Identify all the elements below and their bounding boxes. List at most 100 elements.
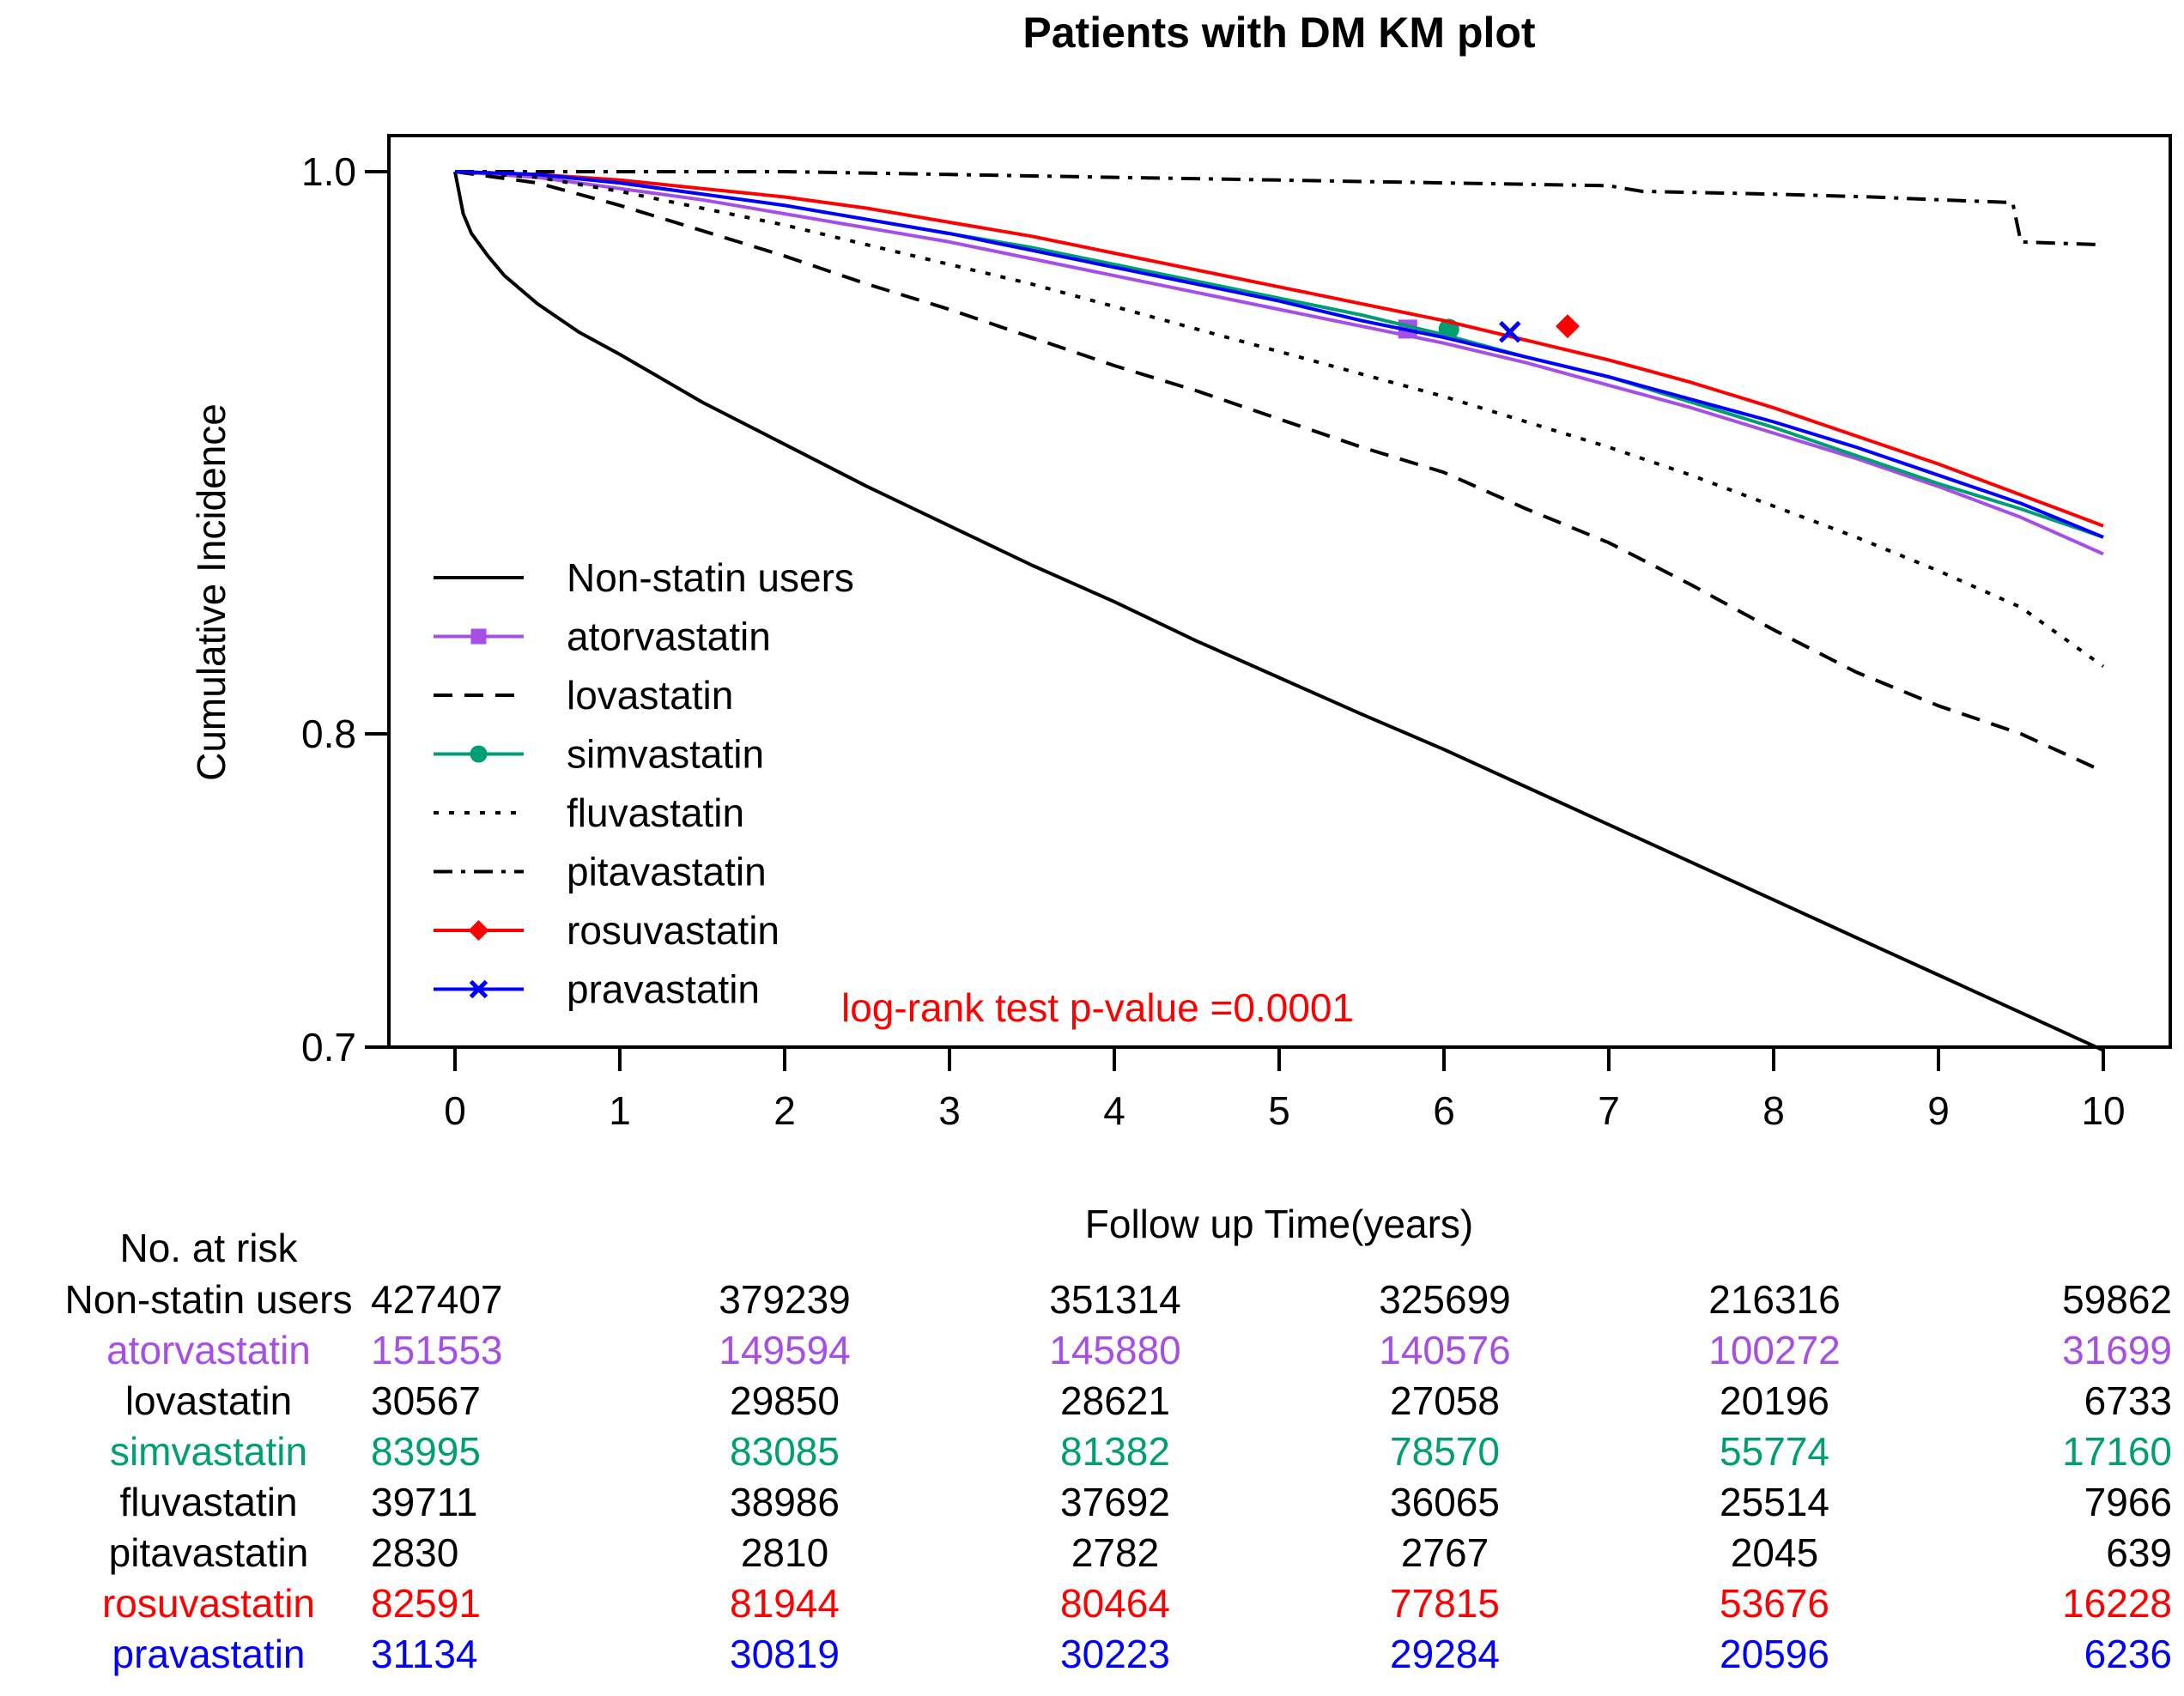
risk-value: 216316 (1708, 1277, 1841, 1322)
risk-value: 30819 (730, 1632, 840, 1676)
legend-label: Non-statin users (567, 555, 854, 600)
series-line-fluvastatin (454, 170, 2105, 669)
legend-label: simvastatin (567, 732, 764, 777)
risk-table: Non-statin users 427407 379239 351314 325699… (65, 1277, 2172, 1676)
legend-label: pitavastatin (567, 850, 767, 894)
risk-value: 39711 (371, 1480, 478, 1524)
risk-value: 83085 (730, 1429, 840, 1474)
circle-marker (470, 745, 488, 763)
risk-value: 7966 (2084, 1480, 2172, 1524)
risk-value: 17160 (2062, 1429, 2172, 1474)
risk-value: 2782 (1071, 1530, 1159, 1575)
risk-value: 28621 (1060, 1378, 1170, 1423)
risk-value: 20596 (1720, 1632, 1829, 1676)
chart-title: Patients with DM KM plot (1022, 9, 1536, 57)
x-tick-label: 3 (938, 1088, 961, 1133)
x-tick-label: 4 (1103, 1088, 1125, 1133)
risk-value: 80464 (1060, 1581, 1170, 1626)
x-tick-label: 5 (1268, 1088, 1290, 1133)
risk-row-label: atorvastatin (106, 1328, 311, 1372)
risk-value: 30567 (371, 1378, 481, 1423)
series-line-simvastatin (454, 170, 2104, 539)
risk-value: 77815 (1390, 1581, 1500, 1626)
risk-value: 31699 (2062, 1328, 2172, 1372)
risk-row-label: pravastatin (112, 1632, 305, 1676)
risk-value: 29284 (1390, 1632, 1500, 1676)
y-axis-label: Cumulative Incidence (189, 403, 234, 781)
risk-value: 20196 (1720, 1378, 1829, 1423)
x-marker (469, 979, 488, 999)
risk-value: 38986 (730, 1480, 840, 1524)
risk-row-label: fluvastatin (119, 1480, 297, 1524)
diamond-marker (1556, 314, 1580, 339)
risk-value: 25514 (1720, 1480, 1829, 1524)
x-tick-label: 1 (609, 1088, 631, 1133)
risk-value: 81944 (730, 1581, 840, 1626)
legend-label: lovastatin (567, 673, 733, 718)
x-tick-label: 0 (444, 1088, 466, 1133)
square-marker (470, 628, 487, 645)
risk-value: 325699 (1379, 1277, 1511, 1322)
y-tick-label: 0.8 (301, 712, 356, 756)
risk-value: 140576 (1379, 1328, 1511, 1372)
legend-label: fluvastatin (567, 790, 744, 835)
risk-value: 427407 (371, 1277, 503, 1322)
risk-value: 29850 (730, 1378, 840, 1423)
legend-label: pravastatin (567, 967, 760, 1012)
risk-value: 2810 (741, 1530, 828, 1575)
series-line-lovastatin (454, 170, 2104, 773)
risk-value: 379239 (719, 1277, 851, 1322)
risk-value: 2045 (1731, 1530, 1818, 1575)
risk-row-label: rosuvastatin (102, 1581, 315, 1626)
y-tick-label: 1.0 (301, 149, 356, 194)
risk-value: 145880 (1049, 1328, 1181, 1372)
legend-label: atorvastatin (567, 615, 771, 659)
risk-value: 100272 (1708, 1328, 1841, 1372)
risk-value: 30223 (1060, 1632, 1170, 1676)
risk-value: 639 (2106, 1530, 2172, 1575)
x-tick-label: 7 (1598, 1088, 1620, 1133)
risk-value: 81382 (1060, 1429, 1170, 1474)
risk-value: 2830 (371, 1530, 458, 1575)
risk-value: 59862 (2062, 1277, 2172, 1322)
x-axis-label: Follow up Time(years) (1085, 1202, 1473, 1246)
risk-value: 149594 (719, 1328, 851, 1372)
series-line-rosuvastatin (454, 170, 2104, 528)
log-rank-annotation: log-rank test p-value =0.0001 (841, 985, 1354, 1030)
risk-value: 351314 (1049, 1277, 1181, 1322)
y-tick-label: 0.7 (301, 1025, 356, 1069)
series-line-atorvastatin (454, 170, 2104, 556)
legend: Non-statin users atorvastatin lovastatin si… (434, 555, 854, 1012)
x-tick-label: 6 (1433, 1088, 1455, 1133)
legend-label: rosuvastatin (567, 908, 780, 953)
risk-value: 16228 (2062, 1581, 2172, 1626)
risk-value: 2767 (1401, 1530, 1489, 1575)
risk-value: 37692 (1060, 1480, 1170, 1524)
series-group (453, 170, 2105, 1052)
risk-value: 83995 (371, 1429, 481, 1474)
series-line-pravastatin (454, 170, 2104, 539)
risk-row-label: simvastatin (110, 1429, 307, 1474)
risk-value: 36065 (1390, 1480, 1500, 1524)
risk-value: 6733 (2084, 1378, 2172, 1423)
risk-value: 78570 (1390, 1429, 1500, 1474)
risk-value: 27058 (1390, 1378, 1500, 1423)
risk-row-label: lovastatin (125, 1378, 292, 1423)
risk-value: 31134 (371, 1632, 478, 1676)
risk-row-label: Non-statin users (65, 1277, 353, 1322)
x-tick-label: 2 (774, 1088, 796, 1133)
x-tick-label: 8 (1762, 1088, 1785, 1133)
x-tick-label: 9 (1927, 1088, 1950, 1133)
risk-value: 55774 (1720, 1429, 1829, 1474)
diamond-marker (468, 920, 489, 941)
risk-value: 82591 (371, 1581, 481, 1626)
risk-value: 6236 (2084, 1632, 2172, 1676)
x-tick-label: 10 (2081, 1088, 2125, 1133)
series-line-pitavastatin (455, 170, 2104, 247)
risk-value: 151553 (371, 1328, 503, 1372)
series-line-non-statin-users (453, 171, 2104, 1052)
risk-row-label: pitavastatin (109, 1530, 309, 1575)
risk-table-header: No. at risk (119, 1226, 298, 1270)
axes-group: 0 1 2 3 4 5 6 7 8 9 10 0.7 0.8 1.0 (301, 149, 2126, 1133)
